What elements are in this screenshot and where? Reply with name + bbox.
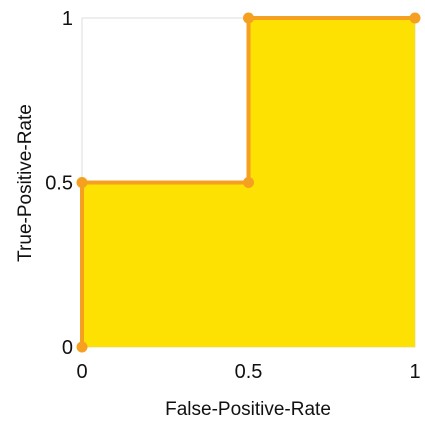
x-axis-tick-labels: 0 0.5 1 [76,361,420,383]
y-axis-title: True-Positive-Rate [15,104,36,262]
x-axis-title: False-Positive-Rate [165,399,331,420]
data-point [76,341,88,353]
data-point [409,12,421,24]
data-point [243,12,254,24]
data-point [243,177,254,188]
y-tick-label: 1 [62,8,73,30]
y-axis-tick-labels: 00.51 [45,8,73,359]
y-tick-label: 0 [62,337,73,359]
y-tick-label: 0.5 [45,173,73,195]
x-tick-label: 0.5 [235,361,263,383]
data-points [76,12,421,353]
x-tick-label: 1 [409,361,420,383]
x-tick-label: 0 [76,361,87,383]
data-point [76,177,88,188]
